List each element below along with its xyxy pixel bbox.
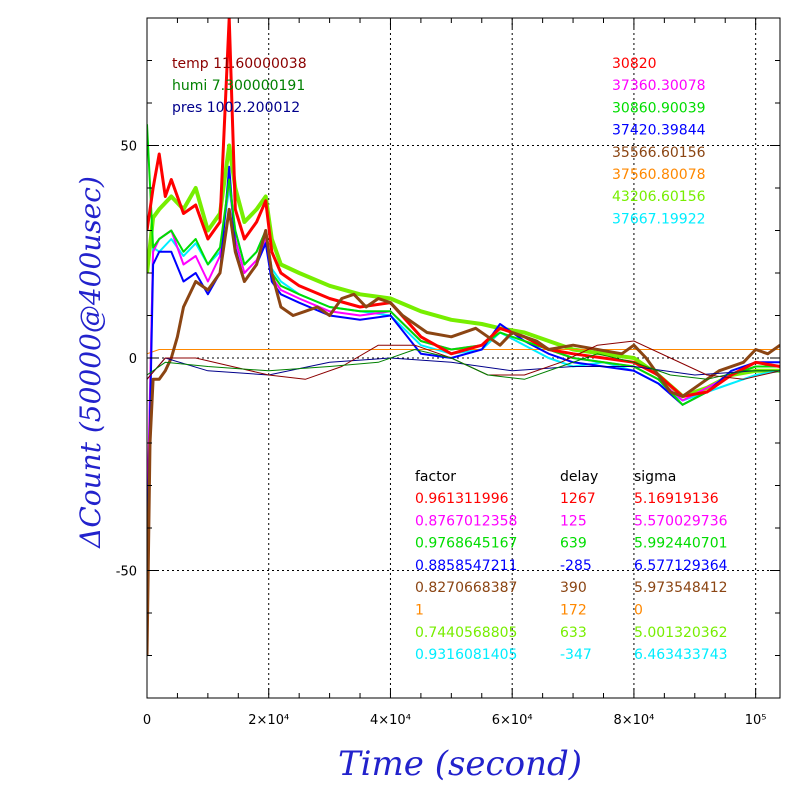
series-line <box>147 207 780 656</box>
fit-table-header: delay <box>560 469 598 485</box>
x-tick-label: 0 <box>143 713 151 728</box>
count-legend-entry: 35566.60156 <box>612 145 706 161</box>
count-legend-entry: 30820 <box>612 56 657 72</box>
fit-table-cell: 639 <box>560 536 587 552</box>
fit-table-cell: 633 <box>560 625 587 641</box>
fit-table-cell: 0.8270668387 <box>415 580 517 596</box>
count-legend-entry: 37360.30078 <box>612 78 706 94</box>
env-legend-entry: pres 1002.200012 <box>172 100 300 116</box>
y-tick-label: 0 <box>129 352 137 367</box>
count-legend: 30820 37360.30078 30860.90039 37420.39844 35… <box>612 56 706 227</box>
environment-legend: temp 11.60000038 humi 7.300000191 pres 100… <box>172 56 307 116</box>
fit-table-cell: 5.16919136 <box>634 491 719 507</box>
fit-table-cell: 0.7440568805 <box>415 625 517 641</box>
fit-table-cell: 5.001320362 <box>634 625 728 641</box>
count-legend-entry: 43206.60156 <box>612 189 706 205</box>
fit-table-cell: 1 <box>415 603 424 619</box>
x-tick-label: 4×10⁴ <box>370 713 411 728</box>
fit-table-cell: 6.463433743 <box>634 647 728 663</box>
fit-table-cell: 5.570029736 <box>634 513 728 529</box>
series-lines <box>147 18 780 656</box>
env-legend-entry: humi 7.300000191 <box>172 78 305 94</box>
fit-table-cell: 1267 <box>560 491 596 507</box>
fit-table-header: sigma <box>634 469 676 485</box>
count-legend-entry: 37560.80078 <box>612 167 706 183</box>
x-tick-label: 8×10⁴ <box>613 713 654 728</box>
env-legend-entry: temp 11.60000038 <box>172 56 307 72</box>
fit-table-cell: -347 <box>560 647 592 663</box>
fit-table-cell: 0.9768645167 <box>415 536 517 552</box>
count-legend-entry: 37667.19922 <box>612 211 706 227</box>
fit-table-cell: 0.9316081405 <box>415 647 517 663</box>
count-legend-entry: 37420.39844 <box>612 123 706 139</box>
fit-table-cell: 5.992440701 <box>634 536 728 552</box>
fit-table-cell: 0.8858547211 <box>415 558 517 574</box>
series-line <box>147 165 780 571</box>
fit-table-cell: 390 <box>560 580 587 596</box>
x-tick-label: 10⁵ <box>745 713 767 728</box>
y-tick-label: 50 <box>120 140 137 155</box>
fit-table-cell: 0.8767012358 <box>415 513 517 529</box>
series-line <box>147 124 780 406</box>
axis-ticks: 0 2×10⁴ 4×10⁴ 6×10⁴ 8×10⁴ 10⁵ 50 0 -50 <box>116 17 780 728</box>
fit-table-header: factor <box>415 469 456 485</box>
y-axis-title: ΔCount (50000@400usec) <box>74 176 107 549</box>
count-legend-entry: 30860.90039 <box>612 100 706 116</box>
series-line <box>147 18 780 398</box>
x-axis-title: Time (second) <box>338 744 582 784</box>
x-tick-label: 6×10⁴ <box>492 713 533 728</box>
x-tick-label: 2×10⁴ <box>248 713 289 728</box>
fit-table-cell: 0.961311996 <box>415 491 509 507</box>
series-line <box>147 357 780 380</box>
fit-table-cell: 125 <box>560 513 587 529</box>
fit-parameter-table: factor delay sigma 0.961311996 1267 5.1691913… <box>415 469 728 663</box>
fit-table-cell: 0 <box>634 603 643 619</box>
fit-table-cell: 5.973548412 <box>634 580 728 596</box>
series-line <box>147 349 780 380</box>
fit-table-cell: 6.577129364 <box>634 558 728 574</box>
fit-table-cell: -285 <box>560 558 592 574</box>
y-tick-label: -50 <box>116 565 137 580</box>
fit-table-cell: 172 <box>560 603 587 619</box>
